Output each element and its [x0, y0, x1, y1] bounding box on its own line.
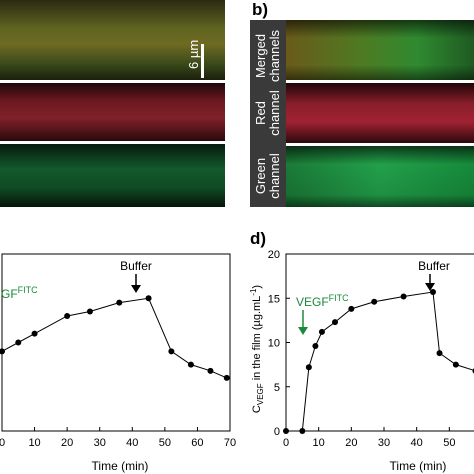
data-point [348, 305, 355, 312]
plot-frame [285, 253, 474, 432]
x-tick-label: 10 [28, 437, 40, 449]
data-point [305, 364, 312, 371]
row-label-green: Green channel [253, 153, 282, 199]
chart-d-frame [285, 253, 474, 432]
data-point [31, 330, 38, 337]
y-tick-label: 0 [274, 426, 280, 438]
panel-a-merged-strip [0, 0, 225, 80]
panel-b-label: b) [252, 0, 269, 19]
data-point [145, 295, 152, 302]
chart-c-annotation-gf: GFFITC [1, 285, 38, 301]
y-tick-label: 15 [268, 293, 280, 305]
chart-c-frame [1, 253, 231, 432]
data-point [207, 367, 214, 374]
chart-c-x-ticks: 0 10 20 30 40 50 60 70 [0, 427, 236, 449]
x-tick-label: 30 [378, 437, 390, 449]
data-point [400, 293, 407, 300]
chart-d-ylabel: CVEGF in the film (µg.mL-1) [250, 285, 265, 413]
chart-d-annotation-vegf: VEGFFITC [296, 293, 349, 309]
chart-c: 0 10 20 30 40 50 60 70 Time (min) GFFITC Buffer [0, 253, 236, 473]
panel-b-green-strip [286, 146, 474, 207]
data-point [312, 343, 319, 350]
chart-d: 010203040506005101520 Time (min) CVEGF i… [250, 249, 474, 473]
x-tick-label: 50 [443, 437, 455, 449]
data-point [64, 312, 71, 319]
data-point [86, 308, 93, 315]
panel-a-images: 6 µm [0, 0, 225, 207]
data-point [0, 348, 5, 355]
chart-d-series [283, 289, 474, 434]
panel-d-label: d) [250, 229, 267, 248]
x-tick-label: 50 [159, 437, 171, 449]
x-tick-label: 70 [224, 437, 236, 449]
chart-d-buffer-arrow [425, 274, 435, 291]
chart-c-buffer-arrow [131, 274, 141, 293]
chart-d-ticks: 010203040506005101520 [268, 249, 456, 449]
x-tick-label: 40 [126, 437, 138, 449]
panel-a-green-strip [0, 144, 225, 207]
data-point [299, 428, 306, 434]
panel-b-label-column [250, 20, 286, 207]
x-tick-label: 0 [283, 437, 289, 449]
data-point [371, 298, 378, 305]
panel-b-merged-strip [286, 20, 474, 80]
data-point [116, 299, 123, 306]
series-line [286, 291, 474, 432]
data-point [436, 350, 443, 357]
data-point [332, 319, 338, 326]
data-point [452, 361, 459, 368]
y-tick-label: 20 [268, 249, 280, 261]
x-tick-label: 30 [94, 437, 106, 449]
x-tick-label: 20 [345, 437, 357, 449]
x-tick-label: 0 [0, 437, 5, 449]
panel-a-red-strip [0, 83, 225, 141]
data-point [168, 348, 175, 355]
plot-frame [1, 253, 231, 432]
data-point [318, 328, 325, 335]
data-point [15, 339, 22, 346]
x-tick-label: 60 [191, 437, 203, 449]
chart-d-xlabel: Time (min) [390, 459, 447, 473]
data-point [187, 361, 194, 368]
x-tick-label: 20 [61, 437, 73, 449]
chart-d-annotation-buffer: Buffer [418, 259, 450, 273]
data-point [223, 374, 230, 381]
y-tick-label: 10 [268, 338, 280, 350]
panel-b-red-strip [286, 83, 474, 143]
scale-bar [201, 44, 204, 78]
row-label-merged: Merged channels [253, 29, 282, 83]
chart-c-series [0, 295, 230, 381]
y-tick-label: 5 [274, 382, 280, 394]
x-tick-label: 40 [411, 437, 423, 449]
x-tick-label: 10 [313, 437, 325, 449]
chart-c-xlabel: Time (min) [92, 459, 149, 473]
data-point [430, 289, 436, 296]
chart-d-vegf-arrow [298, 310, 308, 335]
row-label-red: Red channel [253, 90, 282, 136]
chart-c-annotation-buffer: Buffer [120, 259, 152, 273]
panel-b-images: Merged channels Red channel Green channel [250, 20, 474, 207]
scale-bar-label: 6 µm [186, 39, 201, 69]
